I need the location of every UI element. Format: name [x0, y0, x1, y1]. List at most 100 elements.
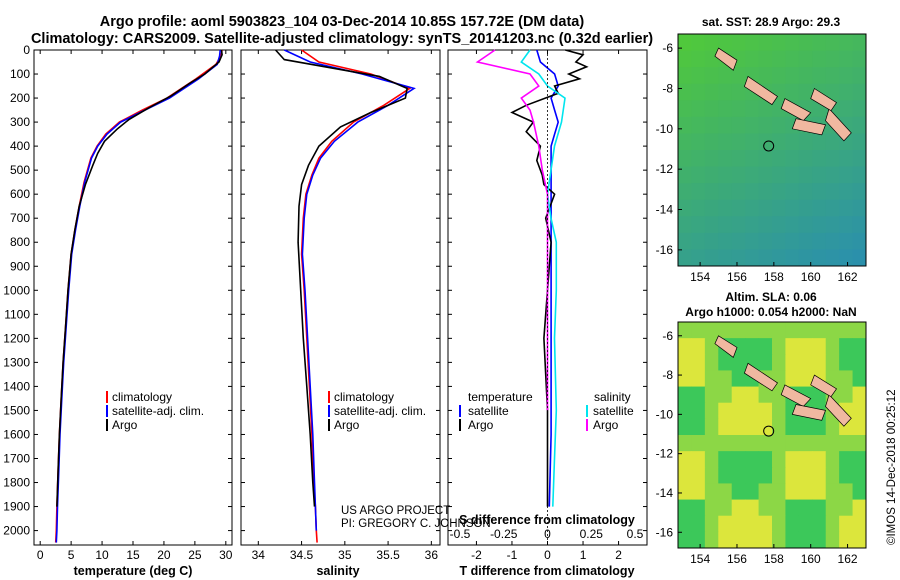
map-cell	[731, 249, 746, 267]
island	[825, 394, 852, 427]
map-cell	[812, 515, 827, 533]
map-cell	[731, 322, 746, 339]
map-cell	[718, 370, 733, 388]
map-cell	[785, 183, 800, 201]
map-cell	[731, 354, 746, 371]
depth-tick-label: 1300	[3, 355, 30, 369]
map-cell	[812, 338, 827, 355]
map-cell	[812, 183, 827, 201]
x-tick-label: 34	[252, 548, 266, 562]
map-cell	[785, 515, 800, 533]
map-cell	[704, 166, 719, 184]
map-cell	[691, 83, 706, 101]
credit-project: US ARGO PROJECT	[341, 505, 450, 517]
map-cell	[852, 216, 867, 234]
map-cell	[772, 499, 786, 517]
map-cell	[718, 150, 733, 168]
map-cell	[718, 67, 733, 85]
lon-tick-label: 158	[764, 270, 784, 284]
legend-s-argo: Argo	[593, 418, 619, 432]
depth-tick-label: 1100	[4, 307, 30, 321]
sla-map: -6 -8 -10 -12 -14 -16 154 156 158 160 162	[656, 321, 867, 566]
map-cell	[758, 483, 773, 501]
legend-swatch-argo	[106, 419, 108, 431]
map-cell	[825, 451, 840, 468]
series-satellite-adj-clim-	[55, 49, 221, 543]
map-cell	[839, 166, 854, 184]
map-cell	[678, 199, 692, 217]
map-cell	[839, 435, 854, 452]
map-cell	[785, 370, 800, 388]
map-cell	[718, 451, 733, 468]
map-cell	[798, 515, 813, 533]
map-cell	[731, 418, 746, 436]
x-tick-label: 20	[157, 548, 171, 562]
map-cell	[825, 531, 840, 549]
map-cell	[839, 483, 854, 501]
island	[714, 47, 738, 71]
legend-swatch-s-satellite	[586, 405, 588, 417]
map-cell	[704, 100, 719, 118]
x-tick-label: 0	[37, 548, 44, 562]
map-cell	[852, 133, 867, 151]
map-cell	[758, 515, 773, 533]
map-cell	[704, 83, 719, 101]
series-salinity-satellite	[520, 49, 566, 507]
map-cell	[785, 133, 800, 151]
map-cell	[798, 183, 813, 201]
map-cell	[772, 483, 786, 501]
map-cell	[731, 216, 746, 234]
map-cell	[852, 451, 867, 468]
map-cell	[731, 515, 746, 533]
map-cell	[785, 199, 800, 217]
map-cell	[731, 386, 746, 404]
map-cell	[691, 483, 706, 501]
map-cell	[839, 183, 854, 201]
map-cell	[691, 515, 706, 533]
map-cell	[839, 499, 854, 517]
map-cell	[812, 499, 827, 517]
depth-tick-label: 1500	[3, 403, 30, 417]
map-cell	[798, 67, 813, 85]
map-cell	[785, 216, 800, 234]
map-cell	[852, 34, 867, 52]
map-cell	[839, 232, 854, 250]
salinity-legend: climatology satellite-adj. clim. Argo	[328, 390, 426, 432]
depth-tick-label: 200	[10, 91, 30, 105]
x-tick-label: 10	[95, 548, 109, 562]
map-cell	[758, 150, 773, 168]
map-cell	[678, 322, 692, 339]
map-cell	[758, 451, 773, 468]
map-cell	[718, 499, 733, 517]
depth-tick-label: 400	[10, 139, 30, 153]
map-cell	[704, 150, 719, 168]
map-cell	[731, 232, 746, 250]
map-cell	[704, 386, 719, 404]
map-cell	[798, 370, 813, 388]
map-cell	[812, 451, 827, 468]
map-cell	[852, 166, 867, 184]
map-cell	[825, 232, 840, 250]
map-cell	[772, 34, 786, 52]
map-cell	[718, 418, 733, 436]
map-cell	[731, 402, 746, 420]
map-cell	[825, 515, 840, 533]
lon-tick-label: 154	[690, 270, 710, 284]
map-cell	[839, 199, 854, 217]
s-diff-tick-label: 0.25	[580, 527, 604, 541]
map-cell	[691, 116, 706, 134]
map-cell	[691, 531, 706, 549]
map-cell	[839, 354, 854, 371]
map-cell	[825, 150, 840, 168]
map-cell	[812, 467, 827, 484]
map-cell	[745, 150, 760, 168]
lat-tick-label: -6	[662, 41, 673, 55]
depth-tick-label: 100	[10, 67, 30, 81]
map-cell	[772, 435, 786, 452]
map-cell	[812, 232, 827, 250]
depth-axis: 0 100 200 300 400 500 600 700 800 900 1000 1100 1200…	[3, 43, 647, 538]
map-cell	[758, 499, 773, 517]
depth-tick-label: 700	[10, 211, 30, 225]
lon-tick-label: 156	[727, 270, 747, 284]
